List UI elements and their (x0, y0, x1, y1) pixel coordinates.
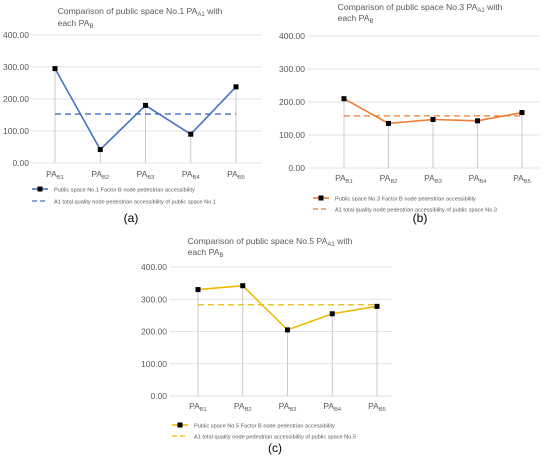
y-tick-label: 400.00 (141, 262, 167, 272)
x-tick-label: PAB4 (182, 169, 201, 181)
y-tick-label: 300.00 (279, 64, 305, 74)
legend-label-reference: A1 total quality node pedestrian accessi… (194, 435, 356, 441)
title-rest: with (205, 6, 223, 16)
x-tick-label: PAB4 (323, 401, 342, 413)
data-point (475, 118, 480, 124)
y-tick-label: 400.00 (3, 30, 29, 40)
y-tick-label: 100.00 (279, 130, 305, 140)
y-tick-label: 200.00 (141, 327, 167, 337)
x-tick-label: PAB5 (513, 173, 531, 185)
x-tick-label: PAB3 (137, 169, 155, 181)
x-tick-label: PAB2 (91, 169, 109, 181)
data-point (195, 287, 201, 293)
x-tick-label: PAB2 (234, 401, 252, 413)
y-tick-label: 0.00 (12, 158, 29, 168)
y-tick-label: 200.00 (279, 97, 305, 107)
title-main: Comparison of public space No.1 PA (58, 6, 198, 16)
chart-panel-1: Comparison of public space No.1 PAA1 wit… (3, 6, 262, 225)
legend-label-series: Public space No.5 Factor B node pedestri… (194, 424, 335, 430)
y-tick-label: 200.00 (3, 94, 29, 104)
x-tick-label: PAB5 (227, 169, 245, 181)
title-subscript: A1 (197, 12, 205, 18)
legend-marker (318, 195, 324, 201)
data-point (374, 303, 380, 309)
panel-label: (c) (268, 441, 282, 455)
title-subscript: B (89, 24, 93, 30)
chart-title-line1: Comparison of public space No.5 PAA1 wit… (188, 236, 353, 248)
legend-marker (37, 186, 43, 192)
x-tick-label: PAB1 (189, 401, 207, 413)
title-subscript: B (369, 19, 373, 25)
chart-title-line1: Comparison of public space No.3 PAA1 wit… (338, 2, 503, 14)
title-main: Comparison of public space No.5 PA (188, 236, 328, 246)
y-tick-label: 0.00 (288, 163, 305, 173)
data-point (52, 66, 58, 72)
title-rest: with (335, 236, 353, 246)
data-point (188, 131, 194, 137)
title-subscript: A1 (327, 242, 335, 248)
x-tick-label: PAB3 (279, 401, 297, 413)
data-point (341, 96, 347, 102)
data-point (97, 147, 103, 153)
legend-label-series: Public space No.1 Factor B node pedestri… (54, 188, 195, 194)
data-point (240, 283, 246, 289)
x-tick-label: PAB2 (380, 173, 398, 185)
title-main: each PA (338, 13, 370, 23)
y-tick-label: 300.00 (3, 62, 29, 72)
chart-title-line2: each PAB (58, 18, 94, 30)
chart-panel-2: Comparison of public space No.3 PAA1 wit… (279, 2, 540, 225)
chart-panel-3: Comparison of public space No.5 PAA1 wit… (141, 236, 392, 455)
data-point (329, 311, 335, 317)
title-main: Comparison of public space No.3 PA (338, 2, 478, 12)
x-tick-label: PAB4 (469, 173, 488, 185)
chart-title-line2: each PAB (338, 13, 374, 25)
legend-label-reference: A1 total quality node pedestrian accessi… (335, 208, 497, 214)
chart-title-line1: Comparison of public space No.1 PAA1 wit… (58, 6, 223, 18)
series-line (197, 284, 378, 331)
legend-label-reference: A1 total quality node pedestrian accessi… (54, 200, 216, 206)
data-point (233, 84, 239, 90)
panel-label: (b) (413, 211, 428, 225)
title-rest: with (485, 2, 503, 12)
data-point (430, 116, 436, 122)
y-tick-label: 100.00 (3, 126, 29, 136)
y-tick-label: 0.00 (150, 391, 167, 401)
x-tick-label: PAB3 (424, 173, 442, 185)
x-tick-label: PAB5 (368, 401, 386, 413)
title-main: each PA (188, 247, 220, 257)
x-tick-label: PAB1 (46, 169, 64, 181)
legend-label-series: Public space No.3 Factor B node pedestri… (335, 197, 476, 203)
y-tick-label: 400.00 (279, 31, 305, 41)
y-tick-label: 100.00 (141, 359, 167, 369)
title-subscript: B (219, 253, 223, 259)
x-tick-label: PAB1 (335, 173, 353, 185)
data-point (143, 102, 148, 108)
data-point (386, 120, 391, 126)
legend-marker (177, 422, 183, 428)
data-point (519, 110, 525, 116)
y-tick-label: 300.00 (141, 294, 167, 304)
data-point (285, 327, 290, 333)
title-subscript: A1 (477, 8, 485, 14)
panel-label: (a) (124, 211, 139, 225)
chart-title-line2: each PAB (188, 247, 224, 259)
title-main: each PA (58, 18, 90, 28)
